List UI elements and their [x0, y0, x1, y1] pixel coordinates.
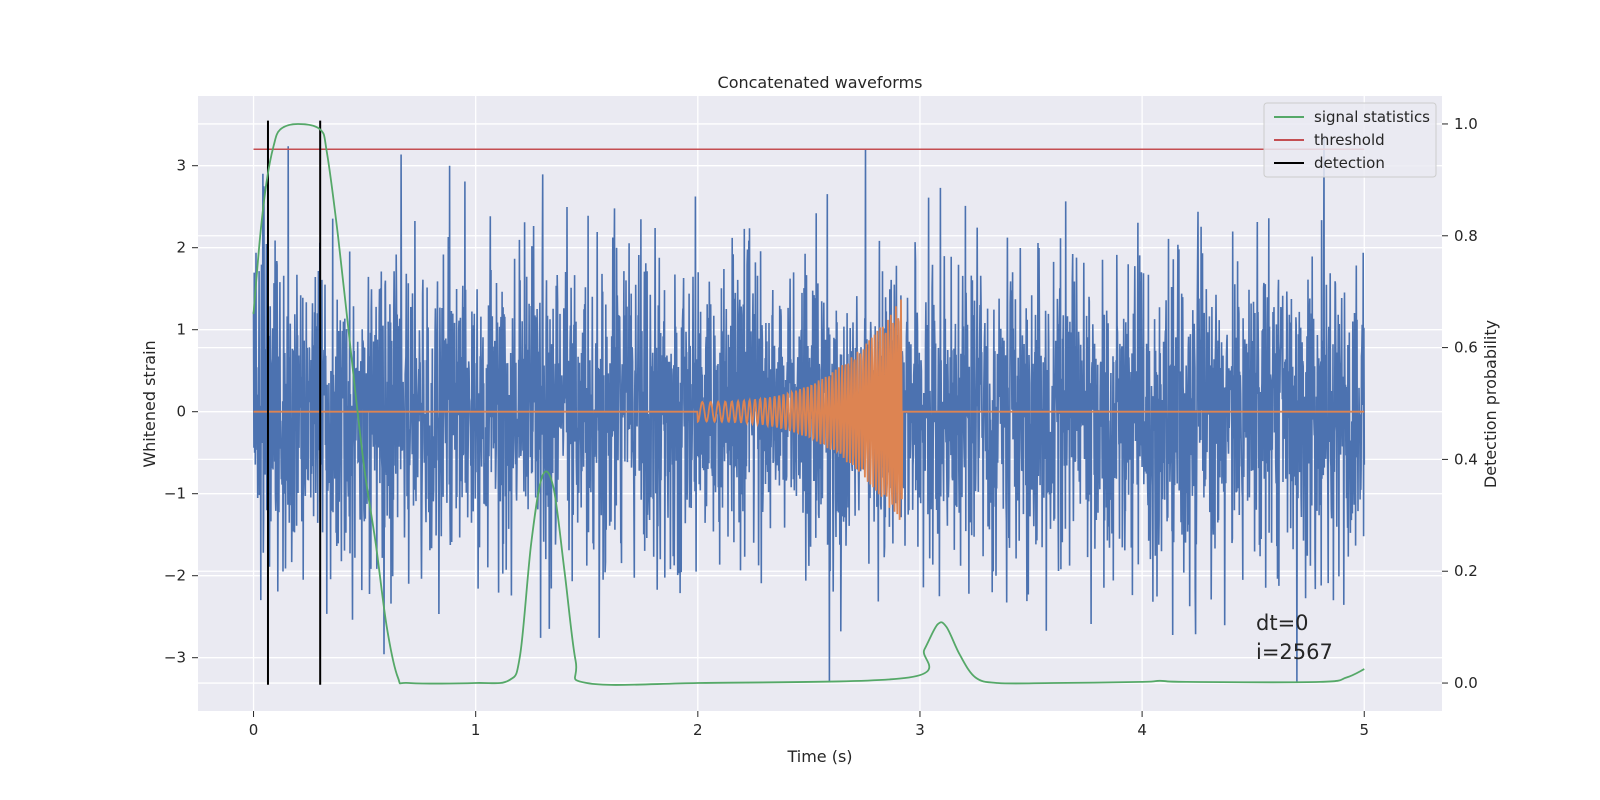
ticks: 0 1 2 3 4 5 3 2 1 0 −1 −2 −3 1.0 0.8 0.6 0.4 0.2 0.0 [164, 115, 1478, 739]
y-tick-label: 1 [176, 321, 186, 339]
x-tick-label: 3 [915, 721, 925, 739]
strain-series [252, 135, 1366, 683]
y-tick-label: 2 [176, 239, 186, 257]
strain-noise-line [252, 135, 1366, 683]
y-right-tick-label: 0.4 [1454, 450, 1478, 468]
signal-statistics-line [252, 123, 1365, 686]
y-tick-label: −3 [164, 649, 186, 667]
x-tick-label: 2 [693, 721, 703, 739]
y-right-tick-label: 0.8 [1454, 227, 1478, 245]
legend-label: signal statistics [1314, 108, 1430, 126]
x-tick-label: 1 [471, 721, 481, 739]
y-tick-label: 0 [176, 403, 186, 421]
series-layer [252, 120, 1365, 686]
legend-label: threshold [1314, 131, 1385, 149]
y-right-tick-label: 0.0 [1454, 674, 1478, 692]
legend: signal statistics threshold detection [1263, 102, 1437, 178]
x-axis-label: Time (s) [786, 747, 852, 766]
annotation-i: i=2567 [1256, 640, 1333, 664]
annotation-dt: dt=0 [1256, 611, 1309, 635]
injected-waveform-line [253, 299, 1365, 520]
y-axis-label-left: Whitened strain [140, 340, 159, 467]
x-tick-label: 4 [1137, 721, 1147, 739]
y-right-tick-label: 0.6 [1454, 339, 1478, 357]
y-right-tick-label: 1.0 [1454, 115, 1478, 133]
y-axis-label-right: Detection probability [1481, 320, 1500, 488]
y-tick-label: −1 [164, 485, 186, 503]
y-tick-label: 3 [176, 157, 186, 175]
legend-label: detection [1314, 154, 1385, 172]
y-tick-label: −2 [164, 567, 186, 585]
chart-title: Concatenated waveforms [718, 73, 923, 92]
y-right-tick-label: 0.2 [1454, 562, 1478, 580]
x-tick-label: 5 [1359, 721, 1369, 739]
x-tick-label: 0 [249, 721, 259, 739]
legend-box [1263, 102, 1437, 178]
